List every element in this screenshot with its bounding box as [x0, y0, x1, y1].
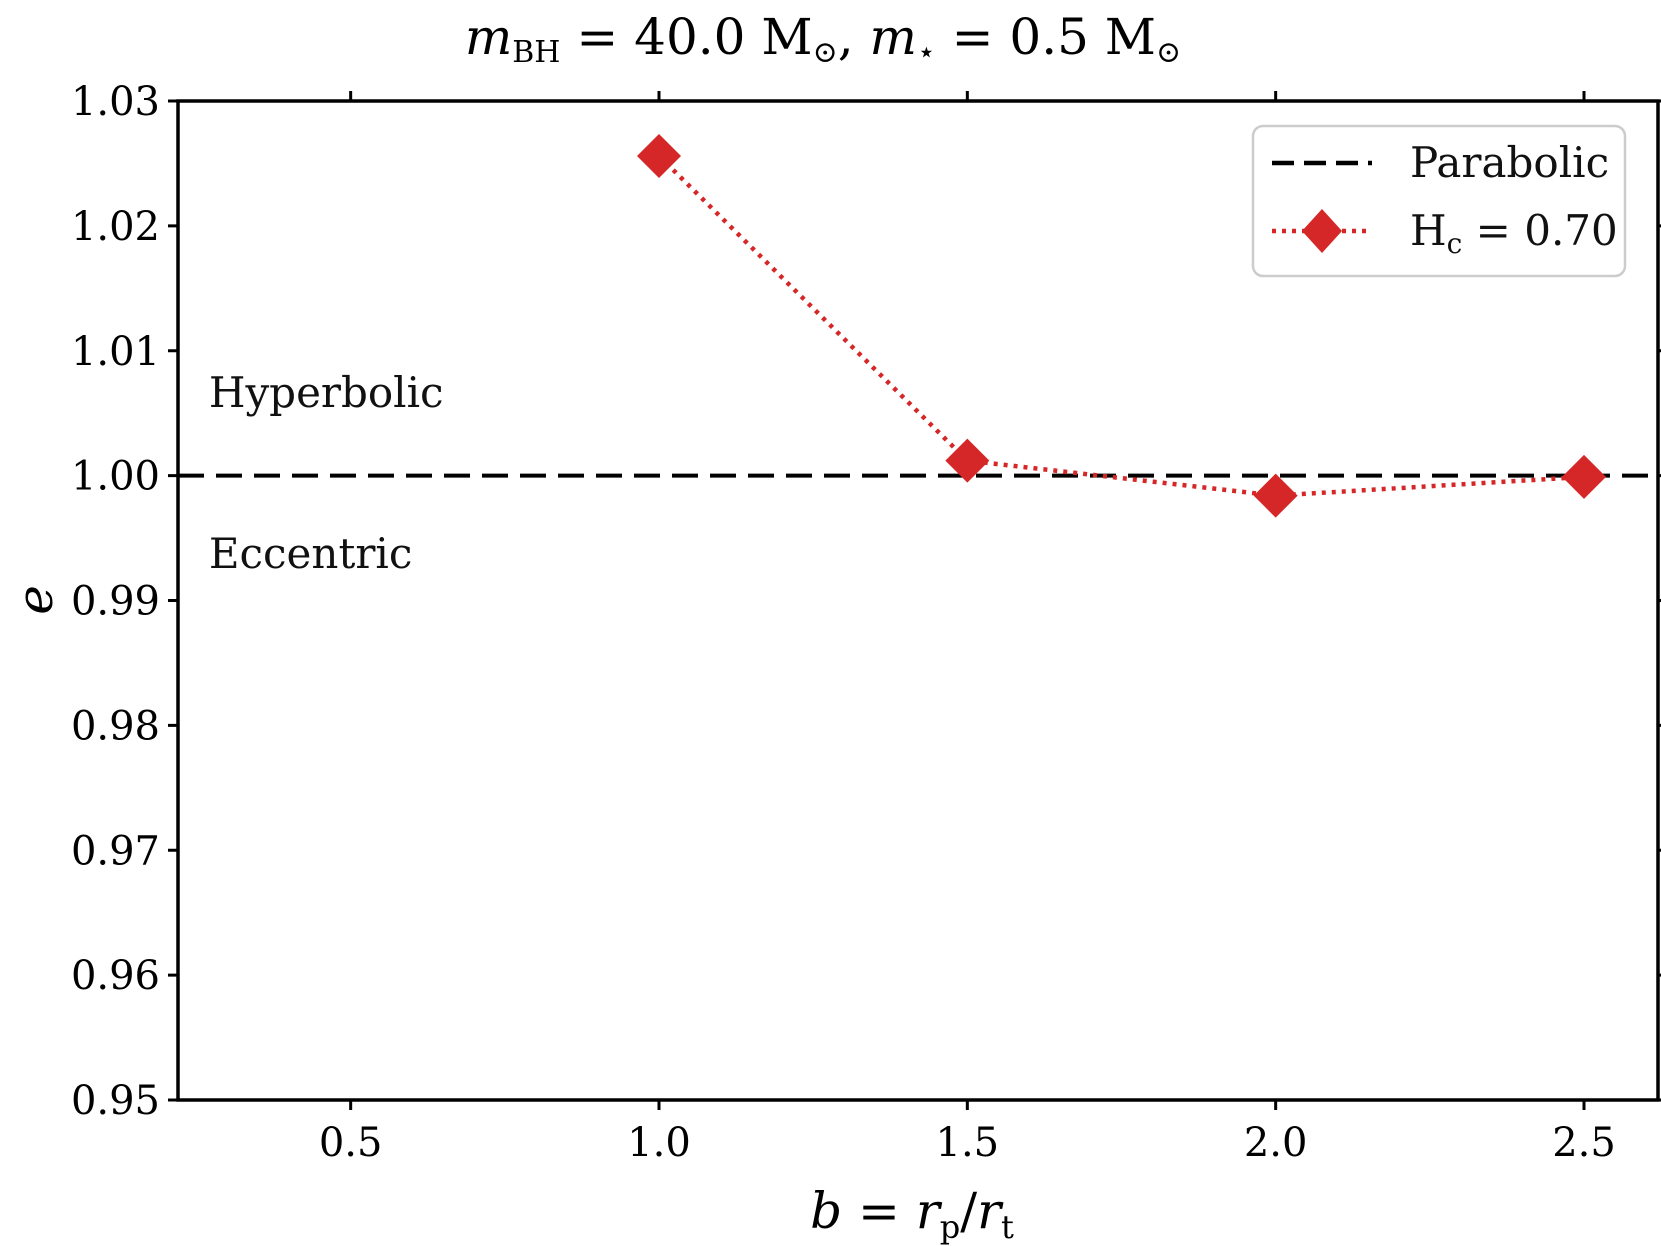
y-tick-label: 1.03 [71, 79, 160, 125]
title-bh-subscript: BH [512, 35, 560, 70]
y-tick-label: 0.97 [71, 828, 160, 874]
x-tick-label: 0.5 [319, 1120, 383, 1166]
title-sun-symbol-1: ⊙ [813, 35, 838, 70]
y-tick-label: 0.98 [71, 703, 160, 749]
x-tick-label: 2.5 [1552, 1120, 1616, 1166]
y-tick-label: 0.99 [71, 579, 160, 625]
legend-series-label: Hc = 0.70 [1410, 206, 1618, 260]
legend-series-label-value: = 0.70 [1462, 206, 1617, 255]
data-point-marker [945, 438, 990, 483]
series-markers [637, 133, 1606, 518]
x-axis-ticks: 0.5 1.0 1.5 2.0 2.5 [319, 91, 1616, 1166]
annotation-hyperbolic: Hyperbolic [209, 368, 444, 417]
data-point-marker [1562, 454, 1606, 499]
data-point-marker [637, 133, 681, 178]
y-tick-label: 0.95 [71, 1078, 160, 1124]
y-axis-ticks: 0.95 0.96 0.97 0.98 0.99 1.00 1.01 1.02 1.03 [71, 79, 1661, 1124]
x-tick-label: 1.0 [627, 1120, 691, 1166]
legend-series-label-sub: c [1447, 227, 1463, 260]
xlabel-r1-sub: p [940, 1208, 960, 1246]
title-star-value: = 0.5 M [936, 8, 1156, 66]
annotation-eccentric: Eccentric [209, 529, 413, 578]
y-tick-label: 1.02 [71, 204, 160, 250]
legend: Parabolic Hc = 0.70 [1251, 124, 1627, 278]
legend-series-label-h: H [1410, 206, 1447, 255]
xlabel-b: b [810, 1182, 842, 1240]
legend-series-swatch-marker [1302, 209, 1342, 253]
title-comma: , [838, 8, 870, 66]
title-sun-symbol-2: ⊙ [1156, 35, 1181, 70]
x-tick-label: 2.0 [1244, 1120, 1308, 1166]
xlabel-r2-sub: t [1001, 1208, 1014, 1246]
title-mbh-symbol: m [465, 8, 512, 66]
xlabel-r2: r [977, 1182, 1004, 1240]
y-axis-title: e [6, 585, 64, 615]
data-point-marker [1253, 473, 1298, 518]
y-tick-label: 1.01 [71, 329, 160, 375]
y-tick-label: 0.96 [71, 953, 160, 999]
xlabel-eq: = [842, 1182, 916, 1240]
title-mstar-symbol: m [870, 8, 917, 66]
x-tick-label: 1.5 [936, 1120, 1000, 1166]
y-tick-label: 1.00 [71, 454, 160, 500]
x-axis-title: b = rp/rt [810, 1182, 1014, 1246]
title-bh-value: = 40.0 M [560, 8, 812, 66]
chart-title: mBH = 40.0 M⊙, m⋆ = 0.5 M⊙ [465, 8, 1181, 70]
legend-parabolic-label: Parabolic [1410, 138, 1609, 187]
title-star-subscript: ⋆ [917, 35, 936, 70]
xlabel-slash: / [960, 1182, 977, 1240]
xlabel-r1: r [916, 1182, 943, 1240]
